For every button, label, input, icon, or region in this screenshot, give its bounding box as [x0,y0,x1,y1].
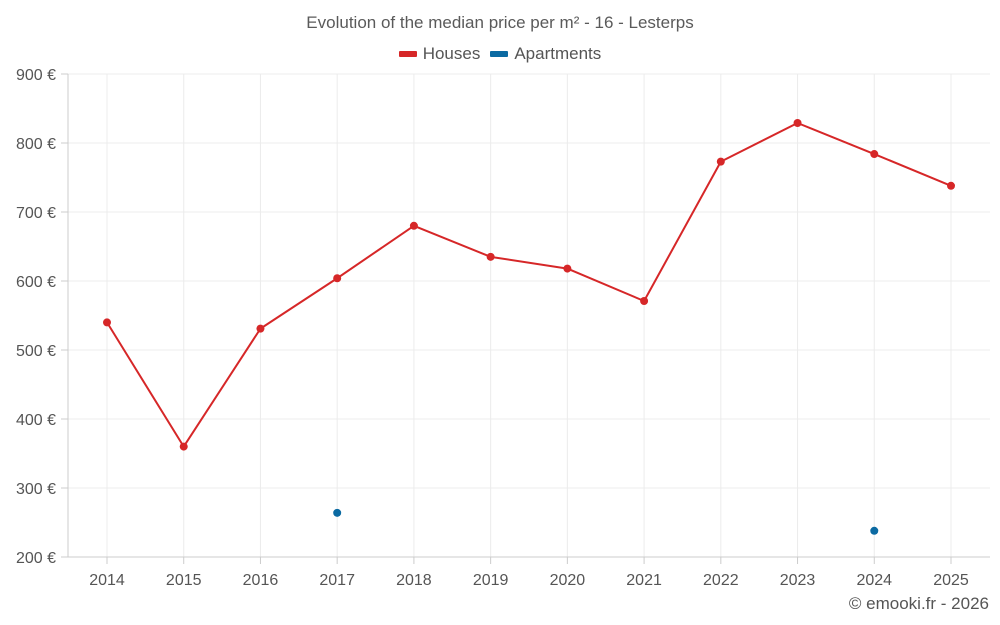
chart-title: Evolution of the median price per m² - 1… [306,13,694,32]
data-point-houses [333,274,342,283]
data-point-houses [870,150,879,159]
x-tick-label: 2020 [550,572,586,589]
data-point-houses [179,442,188,451]
legend-item-apartments[interactable]: Apartments [490,44,601,64]
y-tick-label: 500 € [16,343,56,360]
y-tick-label: 400 € [16,412,56,429]
data-point-apartments [333,508,342,517]
legend-swatch-houses [398,51,417,57]
x-tick-label: 2018 [396,572,432,589]
x-tick-label: 2015 [166,572,202,589]
y-tick-label: 700 € [16,205,56,222]
y-tick-label: 200 € [16,550,56,567]
x-tick-label: 2023 [780,572,816,589]
data-point-houses [793,118,802,127]
data-point-houses [409,221,418,230]
copyright-text: © emooki.fr - 2026 [848,594,989,613]
data-point-houses [486,252,495,261]
data-point-apartments [870,526,879,535]
x-tick-label: 2021 [626,572,662,589]
legend: Houses Apartments [0,44,1000,64]
data-point-houses [256,324,265,333]
legend-label-houses: Houses [422,44,481,63]
legend-swatch-apartments [490,51,509,57]
x-tick-label: 2025 [933,572,969,589]
x-tick-label: 2014 [89,572,125,589]
x-tick-label: 2016 [243,572,279,589]
legend-item-houses[interactable]: Houses [398,44,481,64]
y-tick-label: 300 € [16,481,56,498]
data-point-houses [563,264,572,273]
x-tick-label: 2024 [856,572,892,589]
y-tick-label: 800 € [16,136,56,153]
y-tick-label: 600 € [16,274,56,291]
legend-label-apartments: Apartments [514,44,602,63]
series-line-houses [106,121,952,448]
x-tick-label: 2022 [703,572,739,589]
data-point-houses [716,157,725,166]
data-point-houses [947,181,955,190]
y-tick-label: 900 € [16,67,56,84]
x-tick-label: 2017 [319,572,355,589]
data-point-houses [640,297,649,306]
data-point-houses [103,318,111,327]
x-tick-label: 2019 [473,572,509,589]
